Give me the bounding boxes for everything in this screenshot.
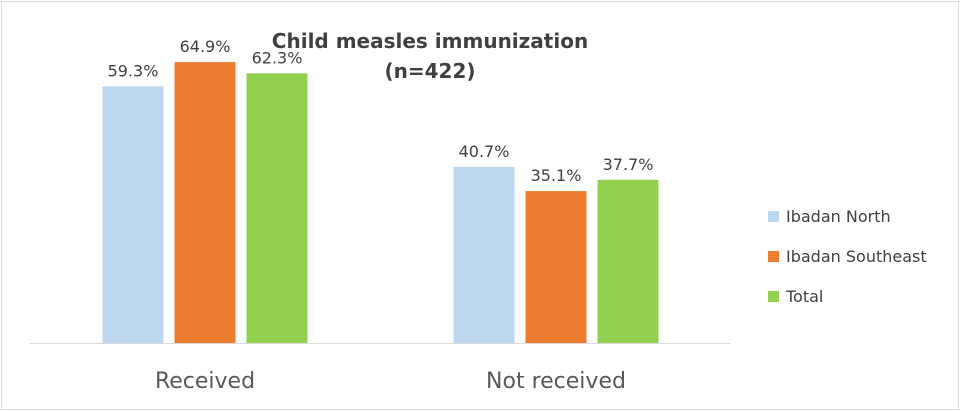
legend-label: Ibadan Southeast <box>786 246 927 266</box>
legend-swatch <box>768 250 779 262</box>
data-label: 64.9% <box>180 37 231 56</box>
bars-group: 59.3% 64.9% 62.3% 40.7% 35.1% 37.7% <box>102 37 659 344</box>
bar <box>174 62 236 343</box>
data-label: 35.1% <box>531 166 582 185</box>
category-labels: Received Not received <box>155 369 626 394</box>
chart-title-block: Child measles immunization (n=422) <box>0 26 860 86</box>
legend: Ibadan North Ibadan Southeast Total <box>768 196 927 316</box>
bar <box>453 166 515 343</box>
legend-label: Total <box>786 286 824 306</box>
legend-item: Ibadan North <box>768 196 927 236</box>
data-label: 62.3% <box>252 48 303 67</box>
legend-swatch <box>768 290 779 302</box>
legend-item: Total <box>768 276 927 316</box>
bar <box>102 86 164 344</box>
legend-item: Ibadan Southeast <box>768 236 927 276</box>
data-label: 37.7% <box>603 155 654 174</box>
legend-swatch <box>768 210 779 222</box>
bar <box>246 73 308 343</box>
data-label: 59.3% <box>108 61 159 80</box>
legend-label: Ibadan North <box>786 206 891 226</box>
chart-subtitle: (n=422) <box>384 59 476 83</box>
bar <box>525 191 587 343</box>
bar <box>597 179 659 343</box>
category-label: Not received <box>486 369 626 394</box>
category-label: Received <box>155 369 255 394</box>
data-label: 40.7% <box>459 142 510 161</box>
chart-title: Child measles immunization <box>271 29 589 53</box>
